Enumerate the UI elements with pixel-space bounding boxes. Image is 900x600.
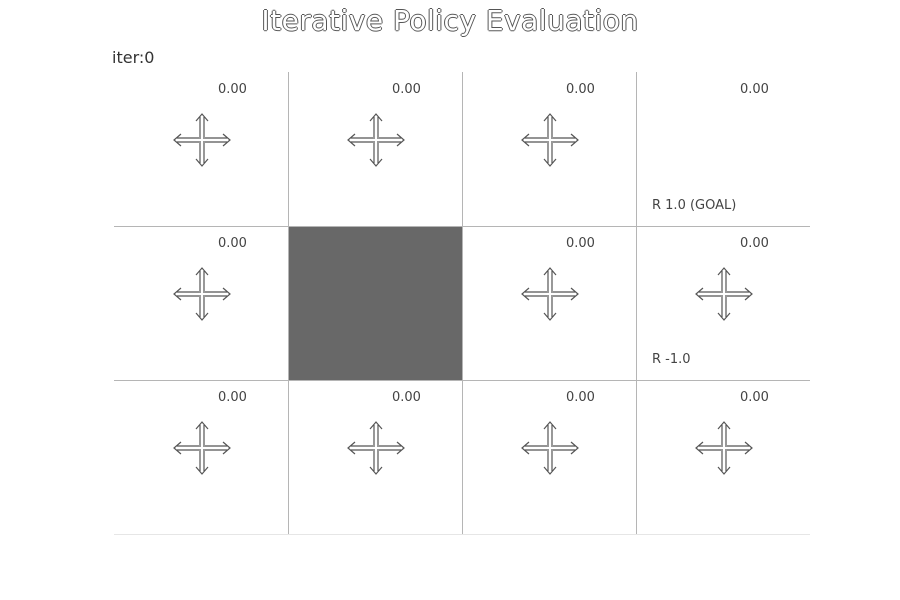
state-value: 0.00 xyxy=(218,390,247,405)
grid-line xyxy=(114,226,810,227)
reward-label: R 1.0 (GOAL) xyxy=(652,198,737,213)
grid-cell: 0.00 R 1.0 (GOAL) xyxy=(636,72,810,226)
state-value: 0.00 xyxy=(392,390,421,405)
page-title: Iterative Policy Evaluation xyxy=(261,4,639,37)
grid-cell: 0.00 xyxy=(114,226,288,380)
state-value: 0.00 xyxy=(218,236,247,251)
state-value: 0.00 xyxy=(740,390,769,405)
grid-line xyxy=(288,72,289,534)
state-value: 0.00 xyxy=(392,82,421,97)
grid-line xyxy=(462,72,463,534)
grid-line xyxy=(114,534,810,535)
policy-arrows-icon xyxy=(172,112,232,168)
grid-cell: 0.00 xyxy=(462,380,636,534)
state-value: 0.00 xyxy=(218,82,247,97)
state-value: 0.00 xyxy=(566,390,595,405)
policy-arrows-icon xyxy=(172,266,232,322)
state-value: 0.00 xyxy=(566,236,595,251)
policy-arrows-icon xyxy=(346,112,406,168)
policy-arrows-icon xyxy=(520,420,580,476)
gridworld: 0.00 0.00 0.00 0.00 R 1.0 (GOAL) 0.00 0.00 0.00… xyxy=(114,72,810,535)
grid-cell: 0.00 xyxy=(114,380,288,534)
reward-label: R -1.0 xyxy=(652,352,691,367)
grid-cell: 0.00 xyxy=(462,226,636,380)
policy-arrows-icon xyxy=(694,420,754,476)
state-value: 0.00 xyxy=(740,236,769,251)
policy-arrows-icon xyxy=(520,266,580,322)
state-value: 0.00 xyxy=(740,82,769,97)
grid-cell: 0.00 xyxy=(636,380,810,534)
grid-cell: 0.00 xyxy=(462,72,636,226)
iteration-counter: iter:0 xyxy=(112,48,155,67)
policy-arrows-icon xyxy=(172,420,232,476)
state-value: 0.00 xyxy=(566,82,595,97)
grid-line xyxy=(636,72,637,534)
policy-arrows-icon xyxy=(346,420,406,476)
policy-arrows-icon xyxy=(520,112,580,168)
grid-line xyxy=(114,380,810,381)
grid-cell: 0.00 xyxy=(114,72,288,226)
grid-cell: 0.00 xyxy=(288,72,462,226)
policy-arrows-icon xyxy=(694,266,754,322)
grid-cell: 0.00 xyxy=(288,380,462,534)
grid-cell: 0.00 R -1.0 xyxy=(636,226,810,380)
wall-cell xyxy=(288,226,462,380)
